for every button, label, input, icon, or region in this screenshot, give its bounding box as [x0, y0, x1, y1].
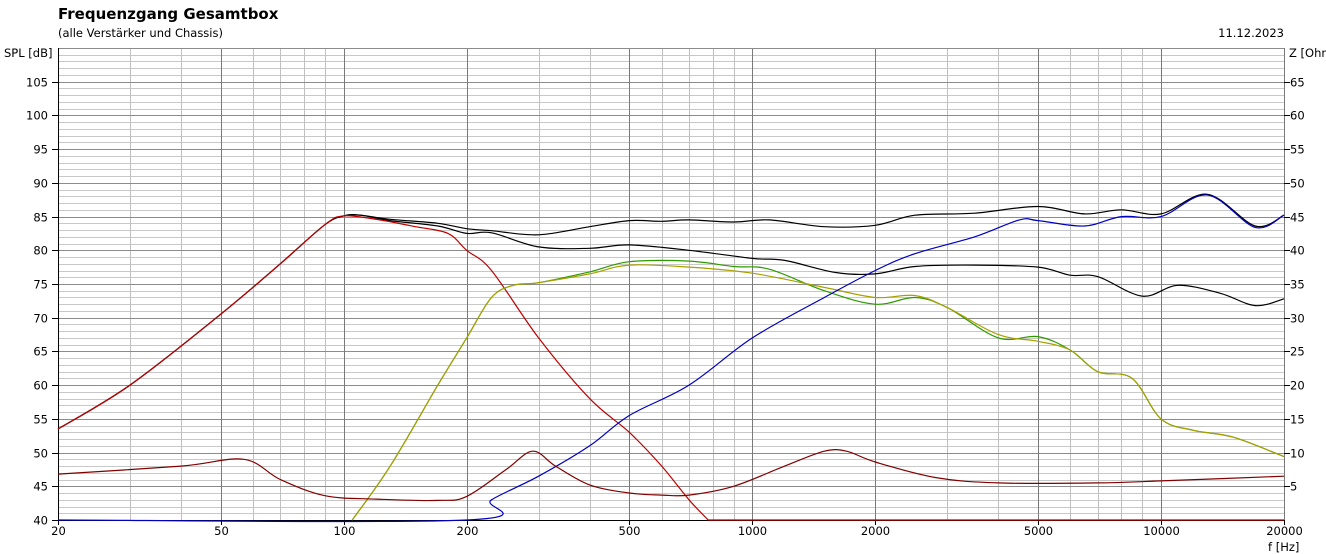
- svg-text:30: 30: [1290, 312, 1305, 326]
- svg-text:25: 25: [1290, 345, 1305, 359]
- chart-title: Frequenzgang Gesamtbox: [58, 5, 279, 23]
- svg-text:55: 55: [33, 413, 48, 427]
- svg-text:65: 65: [1290, 76, 1305, 90]
- curve-summe-2: [57, 214, 1285, 430]
- svg-text:75: 75: [33, 278, 48, 292]
- y-axis-left-label: SPL [dB]: [4, 46, 53, 60]
- curves: [57, 193, 1285, 523]
- svg-text:5000: 5000: [1024, 524, 1053, 538]
- chart-date: 11.12.2023: [1218, 26, 1284, 40]
- svg-text:70: 70: [33, 312, 48, 326]
- svg-text:5: 5: [1290, 480, 1297, 494]
- svg-text:20: 20: [1290, 379, 1305, 393]
- svg-text:100: 100: [26, 109, 48, 123]
- svg-text:40: 40: [1290, 244, 1305, 258]
- svg-text:85: 85: [33, 211, 48, 225]
- svg-text:20: 20: [51, 524, 66, 538]
- curve-impedanz: [57, 449, 1285, 502]
- svg-text:15: 15: [1290, 413, 1305, 427]
- grid-major: [58, 48, 1285, 521]
- curve-tieft-ner: [57, 215, 709, 521]
- svg-text:90: 90: [33, 177, 48, 191]
- svg-text:500: 500: [619, 524, 641, 538]
- svg-text:50: 50: [214, 524, 229, 538]
- curve-hocht-ner: [57, 194, 1285, 523]
- svg-text:60: 60: [1290, 109, 1305, 123]
- svg-text:95: 95: [33, 143, 48, 157]
- axis-ticks: 40 45 50 55 60 65 70 75 80 85 90 95 100 105 5 10 15 20 25 3…: [26, 48, 1305, 538]
- svg-text:45: 45: [1290, 211, 1305, 225]
- svg-text:45: 45: [33, 480, 48, 494]
- svg-text:60: 60: [33, 379, 48, 393]
- x-axis-label: f [Hz]: [1268, 540, 1300, 554]
- svg-text:65: 65: [33, 345, 48, 359]
- svg-text:100: 100: [334, 524, 356, 538]
- svg-text:200: 200: [457, 524, 479, 538]
- svg-text:50: 50: [33, 447, 48, 461]
- svg-text:2000: 2000: [861, 524, 890, 538]
- svg-text:1000: 1000: [738, 524, 767, 538]
- svg-text:80: 80: [33, 244, 48, 258]
- svg-text:35: 35: [1290, 278, 1305, 292]
- y-axis-right-label: Z [Ohm]: [1289, 46, 1326, 60]
- svg-text:50: 50: [1290, 177, 1305, 191]
- chart-subtitle: (alle Verstärker und Chassis): [58, 26, 223, 40]
- svg-text:10000: 10000: [1143, 524, 1180, 538]
- svg-text:55: 55: [1290, 143, 1305, 157]
- svg-text:40: 40: [33, 514, 48, 528]
- svg-text:20000: 20000: [1266, 524, 1303, 538]
- svg-text:105: 105: [26, 76, 48, 90]
- curve-mittelt-ner-variante-: [351, 264, 1285, 521]
- svg-text:10: 10: [1290, 447, 1305, 461]
